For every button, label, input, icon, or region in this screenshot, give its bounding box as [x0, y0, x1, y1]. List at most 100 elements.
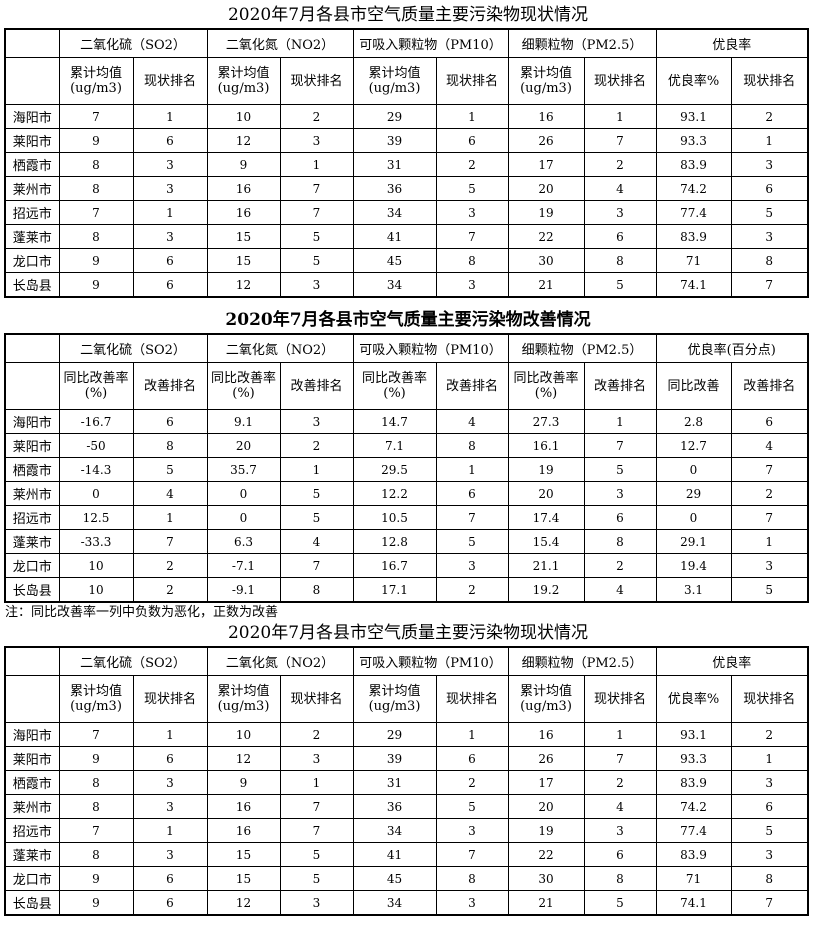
row-header-city: 栖霞市	[4, 457, 60, 482]
column-header: 改善排名	[730, 362, 809, 410]
table-row: 长岛县 9 6 12 3 34 3 21 5 74.1 7	[4, 890, 809, 916]
column-header: 现状排名	[730, 57, 809, 105]
row-header-city: 莱州市	[4, 481, 60, 506]
pollutant-group-header: 二氧化氮（NO2）	[206, 646, 354, 676]
table-row: 龙口市 9 6 15 5 45 8 30 8 71 8	[4, 248, 809, 273]
data-cell: 45	[352, 866, 437, 891]
data-cell: 1	[730, 529, 809, 554]
data-cell: 1	[132, 104, 208, 129]
corner-cell	[4, 57, 60, 105]
column-header: 现状排名	[132, 675, 208, 723]
data-cell: 2	[730, 104, 809, 129]
data-cell: 6	[730, 794, 809, 819]
data-cell: 12.8	[352, 529, 437, 554]
data-cell: 9	[206, 152, 281, 177]
data-cell: 7	[58, 818, 134, 843]
data-cell: 29	[352, 104, 437, 129]
data-cell: 6	[132, 128, 208, 153]
data-cell: 0	[58, 481, 134, 506]
data-cell: 8	[583, 248, 657, 273]
data-cell: 7	[730, 505, 809, 530]
data-cell: 15	[206, 866, 281, 891]
data-cell: 5	[279, 505, 354, 530]
data-cell: 7	[279, 200, 354, 225]
corner-cell	[4, 646, 60, 676]
table-row: 海阳市 7 1 10 2 29 1 16 1 93.1 2	[4, 104, 809, 129]
data-cell: 14.7	[352, 409, 437, 434]
table2-title: 2020年7月各县市空气质量主要污染物改善情况	[225, 310, 591, 330]
data-cell: 21	[507, 890, 585, 916]
data-cell: 1	[583, 104, 657, 129]
data-cell: 36	[352, 794, 437, 819]
pollutant-group-header: 二氧化氮（NO2）	[206, 28, 354, 58]
column-header: 现状排名	[435, 57, 509, 105]
data-cell: 5	[730, 200, 809, 225]
data-cell: 6	[132, 866, 208, 891]
data-cell: 8	[58, 770, 134, 795]
data-cell: 1	[435, 457, 509, 482]
data-cell: 1	[435, 104, 509, 129]
data-cell: 7	[58, 200, 134, 225]
data-cell: 30	[507, 248, 585, 273]
data-cell: 8	[58, 176, 134, 201]
column-header: 现状排名	[279, 57, 354, 105]
data-cell: 10	[58, 577, 134, 603]
table-row: 莱州市 8 3 16 7 36 5 20 4 74.2 6	[4, 176, 809, 201]
data-cell: 77.4	[655, 200, 732, 225]
data-cell: 5	[435, 529, 509, 554]
data-cell: 5	[279, 866, 354, 891]
data-cell: 2	[435, 152, 509, 177]
data-cell: 1	[132, 505, 208, 530]
pollutant-group-header: 二氧化硫（SO2）	[58, 646, 208, 676]
table-row: 招远市 7 1 16 7 34 3 19 3 77.4 5	[4, 818, 809, 843]
corner-cell	[4, 362, 60, 410]
pollutant-group-header: 细颗粒物（PM2.5）	[507, 333, 657, 363]
data-cell: 3	[435, 553, 509, 578]
data-cell: 10	[206, 722, 281, 747]
data-cell: 8	[730, 866, 809, 891]
data-cell: 5	[279, 842, 354, 867]
row-header-city: 莱阳市	[4, 433, 60, 458]
data-cell: 17	[507, 152, 585, 177]
data-cell: -16.7	[58, 409, 134, 434]
data-cell: 34	[352, 272, 437, 298]
data-cell: 6	[730, 409, 809, 434]
data-cell: 22	[507, 224, 585, 249]
pollutant-group-header: 细颗粒物（PM2.5）	[507, 28, 657, 58]
data-cell: 19	[507, 457, 585, 482]
data-cell: 7	[279, 553, 354, 578]
data-cell: 3	[435, 200, 509, 225]
data-cell: 30	[507, 866, 585, 891]
corner-cell	[4, 675, 60, 723]
data-cell: 8	[58, 152, 134, 177]
data-cell: 7	[583, 746, 657, 771]
data-cell: 26	[507, 128, 585, 153]
data-cell: 8	[730, 248, 809, 273]
data-cell: 3.1	[655, 577, 732, 603]
current-status-table-2: 二氧化硫（SO2） 二氧化氮（NO2） 可吸入颗粒物（PM10） 细颗粒物（PM2.5…	[4, 646, 809, 916]
row-header-city: 海阳市	[4, 104, 60, 129]
data-cell: 2	[730, 722, 809, 747]
table-row: 长岛县 9 6 12 3 34 3 21 5 74.1 7	[4, 272, 809, 298]
data-cell: 16	[206, 176, 281, 201]
table-row: 莱州市 0 4 0 5 12.2 6 20 3 29 2	[4, 481, 809, 506]
data-cell: 1	[279, 770, 354, 795]
data-cell: 2	[279, 722, 354, 747]
data-cell: 6	[730, 176, 809, 201]
data-cell: 20	[507, 176, 585, 201]
data-cell: 2	[730, 481, 809, 506]
column-header: 同比改善率 (%)	[507, 362, 585, 410]
table-row: 蓬莱市 8 3 15 5 41 7 22 6 83.9 3	[4, 842, 809, 867]
data-cell: 4	[279, 529, 354, 554]
data-cell: 4	[132, 481, 208, 506]
data-cell: -14.3	[58, 457, 134, 482]
data-cell: 3	[435, 272, 509, 298]
data-cell: -7.1	[206, 553, 281, 578]
table-row: 莱阳市 9 6 12 3 39 6 26 7 93.3 1	[4, 128, 809, 153]
data-cell: 0	[655, 457, 732, 482]
column-header: 累计均值 (ug/m3)	[352, 675, 437, 723]
column-header: 同比改善率 (%)	[58, 362, 134, 410]
data-cell: 71	[655, 866, 732, 891]
pollutant-group-header: 二氧化氮（NO2）	[206, 333, 354, 363]
data-cell: 19	[507, 200, 585, 225]
